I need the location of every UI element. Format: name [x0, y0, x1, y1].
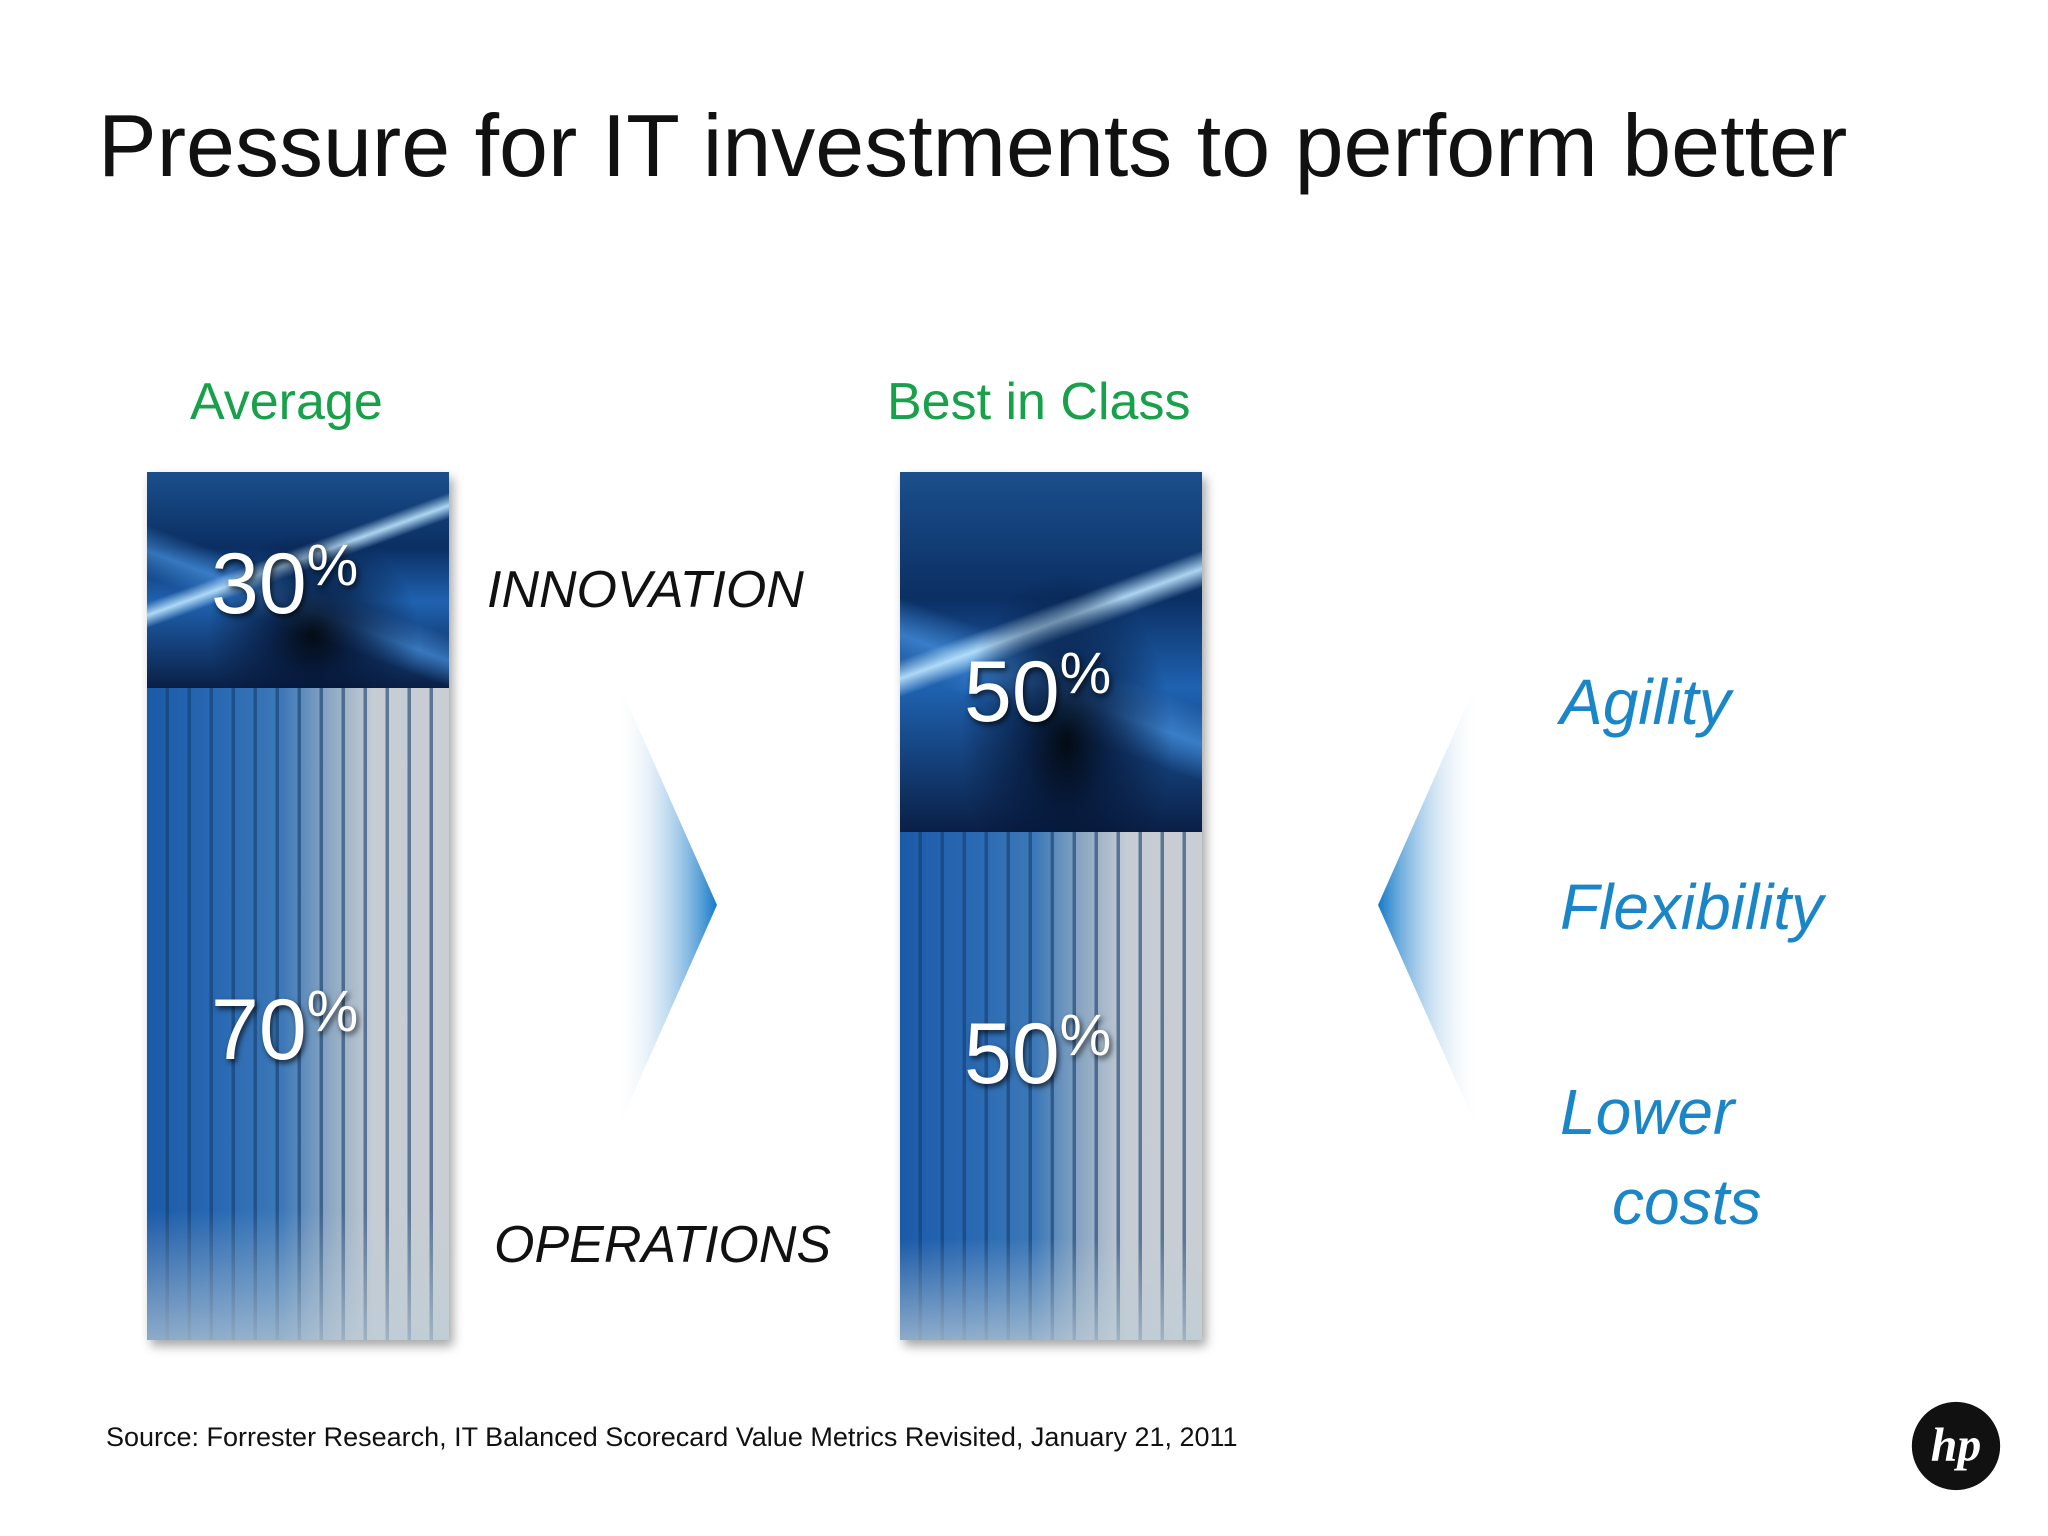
average-column-label: Average — [190, 373, 383, 431]
benefit-lower: Lower — [1560, 1076, 1735, 1148]
source-citation: Source: Forrester Research, IT Balanced … — [106, 1422, 1238, 1452]
right-arrow-icon — [615, 675, 717, 1135]
operations-label: OPERATIONS — [494, 1216, 832, 1274]
best-in-class-innovation-percent: 50% — [964, 640, 1111, 742]
best-in-class-operations-segment: 50% — [900, 832, 1202, 1340]
left-arrow-icon — [1378, 675, 1480, 1135]
innovation-label: INNOVATION — [487, 561, 804, 619]
slide-title: Pressure for IT investments to perform b… — [98, 96, 1848, 195]
best-in-class-bar: 50% 50% — [900, 472, 1202, 1340]
best-in-class-operations-value: 50 — [964, 1006, 1060, 1102]
percent-sign: % — [306, 533, 359, 598]
best-in-class-innovation-value: 50 — [964, 644, 1060, 740]
best-in-class-innovation-segment: 50% — [900, 472, 1202, 832]
average-bar: 30% 70% — [147, 472, 449, 1340]
benefit-costs: costs — [1612, 1166, 1762, 1238]
benefit-flexibility: Flexibility — [1560, 871, 1824, 943]
svg-text:hp: hp — [1931, 1419, 1982, 1472]
average-operations-percent: 70% — [211, 978, 358, 1080]
best-in-class-operations-percent: 50% — [964, 1002, 1111, 1104]
average-innovation-percent: 30% — [211, 532, 358, 634]
hp-logo-icon: hp — [1911, 1401, 2001, 1491]
percent-sign: % — [306, 979, 359, 1044]
average-operations-segment: 70% — [147, 688, 449, 1340]
benefit-agility: Agility — [1560, 666, 1731, 738]
average-innovation-value: 30 — [211, 536, 307, 632]
average-innovation-segment: 30% — [147, 472, 449, 688]
percent-sign: % — [1059, 1003, 1112, 1068]
percent-sign: % — [1059, 641, 1112, 706]
average-operations-value: 70 — [211, 982, 307, 1078]
best-in-class-column-label: Best in Class — [887, 373, 1191, 431]
